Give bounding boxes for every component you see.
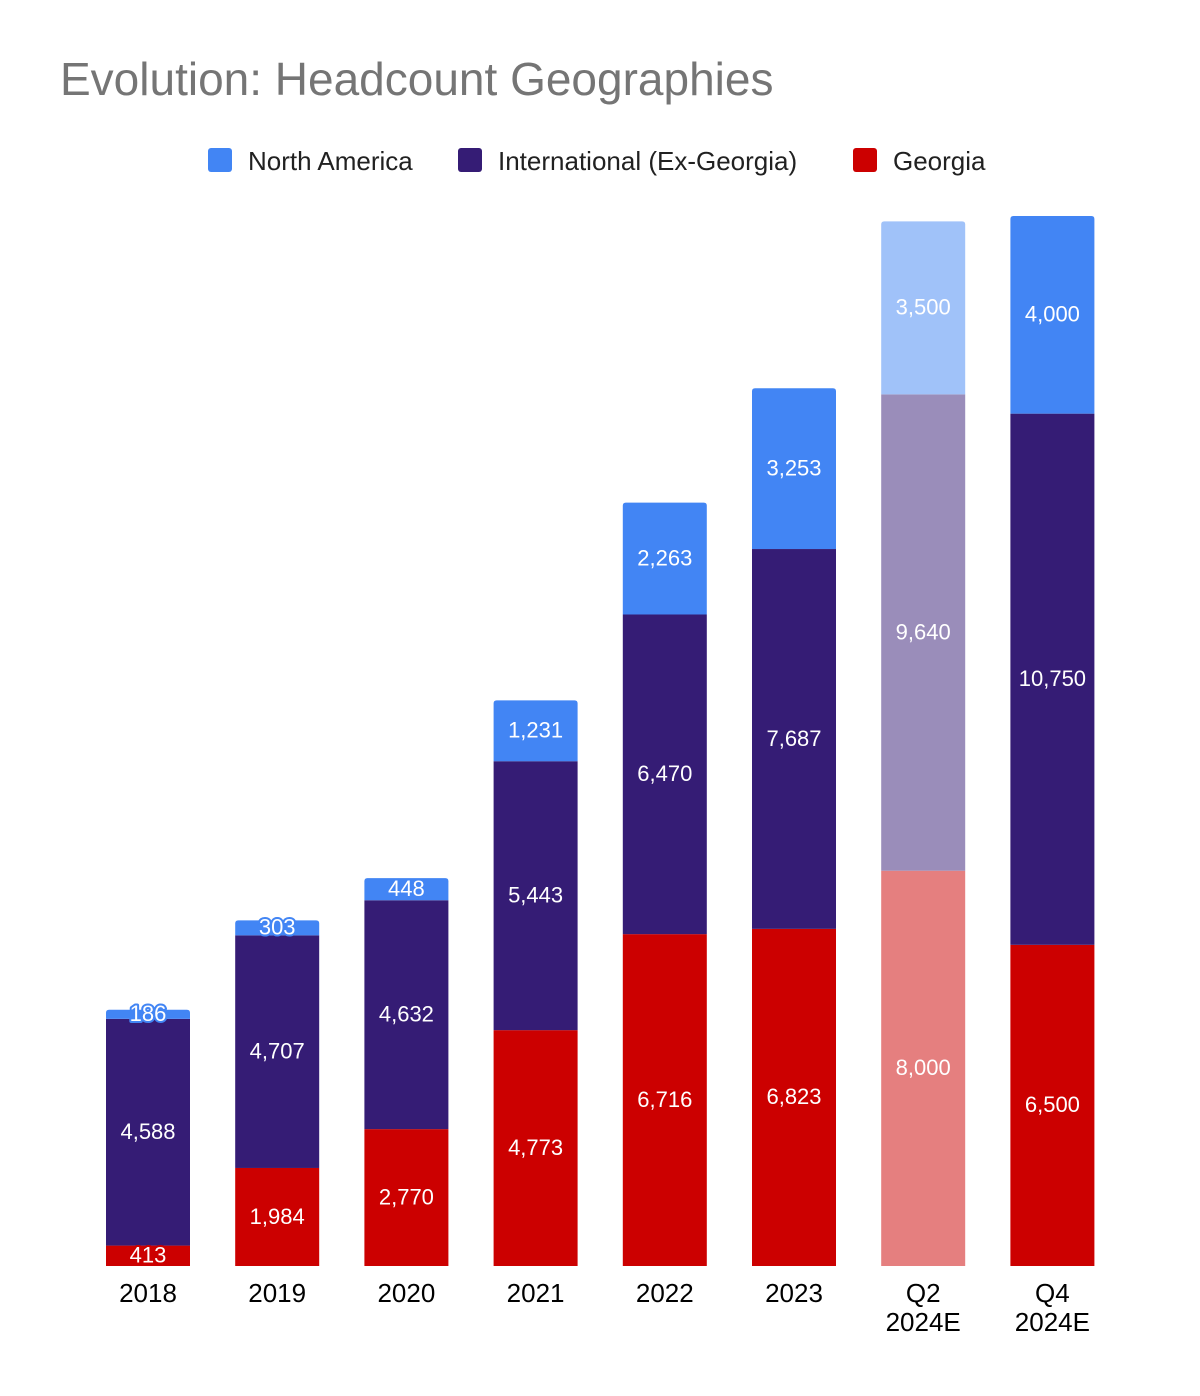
bar-north-america-q2-2024e <box>881 221 966 395</box>
bar-international-ex-georgia-2020 <box>364 900 449 1130</box>
data-label-georgia-2022: 6,716 <box>637 1087 692 1112</box>
legend-swatch-international-ex-georgia <box>458 148 482 172</box>
bar-georgia-2018 <box>106 1245 190 1266</box>
chart-title: Evolution: Headcount Geographies <box>60 53 774 105</box>
x-tick-label-2020: 2020 <box>377 1278 435 1308</box>
bar-international-ex-georgia-q4-2024e <box>1010 413 1095 945</box>
legend-label-north-america: North America <box>248 146 413 176</box>
x-tick-label-2022: 2022 <box>636 1278 694 1308</box>
x-tick-label-q2-2024e: Q2 2024E <box>886 1278 961 1337</box>
x-tick-label-q4-2024e: Q4 2024E <box>1015 1278 1090 1337</box>
bar-north-america-2023 <box>752 388 836 550</box>
data-label-international-ex-georgia-2021: 5,443 <box>508 882 563 907</box>
bar-international-ex-georgia-2018 <box>106 1018 190 1246</box>
bar-international-ex-georgia-2019 <box>235 935 320 1168</box>
data-label-international-ex-georgia-2023: 7,687 <box>766 726 821 751</box>
data-label-international-ex-georgia-2018: 4,588 <box>120 1119 175 1144</box>
data-label-georgia-2019: 1,984 <box>250 1204 305 1229</box>
data-label-georgia-2023: 6,823 <box>766 1084 821 1109</box>
data-label-georgia-2020: 2,770 <box>379 1184 434 1209</box>
data-label-international-ex-georgia-q2-2024e: 9,640 <box>896 619 951 644</box>
bar-international-ex-georgia-2022 <box>622 614 707 935</box>
legend-swatch-north-america <box>208 148 232 172</box>
data-label-international-ex-georgia-2020: 4,632 <box>379 1002 434 1027</box>
bar-international-ex-georgia-2021 <box>493 761 578 1031</box>
data-label-international-ex-georgia-2022: 6,470 <box>637 761 692 786</box>
data-label-international-ex-georgia-2019: 4,707 <box>250 1038 305 1063</box>
bar-georgia-q4-2024e <box>1010 944 1095 1266</box>
bar-georgia-2019 <box>235 1167 320 1266</box>
legend-label-international-ex-georgia: International (Ex-Georgia) <box>498 146 797 176</box>
data-label-georgia-2018: 413 <box>130 1243 167 1268</box>
bar-international-ex-georgia-2023 <box>752 549 836 929</box>
x-tick-label-2023: 2023 <box>765 1278 823 1308</box>
bar-georgia-2020 <box>364 1129 449 1266</box>
bar-north-america-2021 <box>493 700 578 762</box>
data-label-north-america-2018: 186 <box>130 1001 167 1026</box>
data-label-north-america-2020: 448 <box>388 876 425 901</box>
bar-georgia-2023 <box>752 928 836 1266</box>
bar-north-america-2020 <box>364 878 449 901</box>
x-axis: 2018 2019 2020 2021 2022 2023 Q2 2024E Q4 2024E <box>119 1278 1090 1337</box>
data-labels: 413 4,588 186 1,984 4,707 303 2,770 4,632 448 4,7… <box>120 295 1086 1270</box>
bar-north-america-2018 <box>106 1009 190 1019</box>
bar-north-america-q4-2024e <box>1010 216 1095 414</box>
data-label-north-america-2019: 303 <box>259 915 296 940</box>
bar-georgia-2022 <box>622 934 707 1266</box>
legend-swatch-georgia <box>853 148 877 172</box>
data-label-georgia-q4-2024e: 6,500 <box>1025 1092 1080 1117</box>
legend: North America International (Ex-Georgia) G… <box>208 146 986 176</box>
bar-georgia-q2-2024e <box>881 870 966 1266</box>
data-label-north-america-2023: 3,253 <box>766 455 821 480</box>
data-label-north-america-2021: 1,231 <box>508 718 563 743</box>
bar-north-america-2022 <box>622 502 707 615</box>
data-label-international-ex-georgia-q4-2024e: 10,750 <box>1019 666 1086 691</box>
bar-north-america-2019 <box>235 920 320 936</box>
data-label-north-america-q4-2024e: 4,000 <box>1025 302 1080 327</box>
bar-area <box>106 216 1095 1266</box>
data-label-georgia-2021: 4,773 <box>508 1135 563 1160</box>
data-label-north-america-2022: 2,263 <box>637 545 692 570</box>
data-label-georgia-q2-2024e: 8,000 <box>896 1055 951 1080</box>
x-tick-label-2019: 2019 <box>248 1278 306 1308</box>
x-tick-label-2021: 2021 <box>507 1278 565 1308</box>
x-tick-label-2018: 2018 <box>119 1278 177 1308</box>
bar-international-ex-georgia-q2-2024e <box>881 394 966 871</box>
data-label-north-america-q2-2024e: 3,500 <box>896 295 951 320</box>
legend-label-georgia: Georgia <box>893 146 986 176</box>
bar-georgia-2021 <box>493 1030 578 1266</box>
